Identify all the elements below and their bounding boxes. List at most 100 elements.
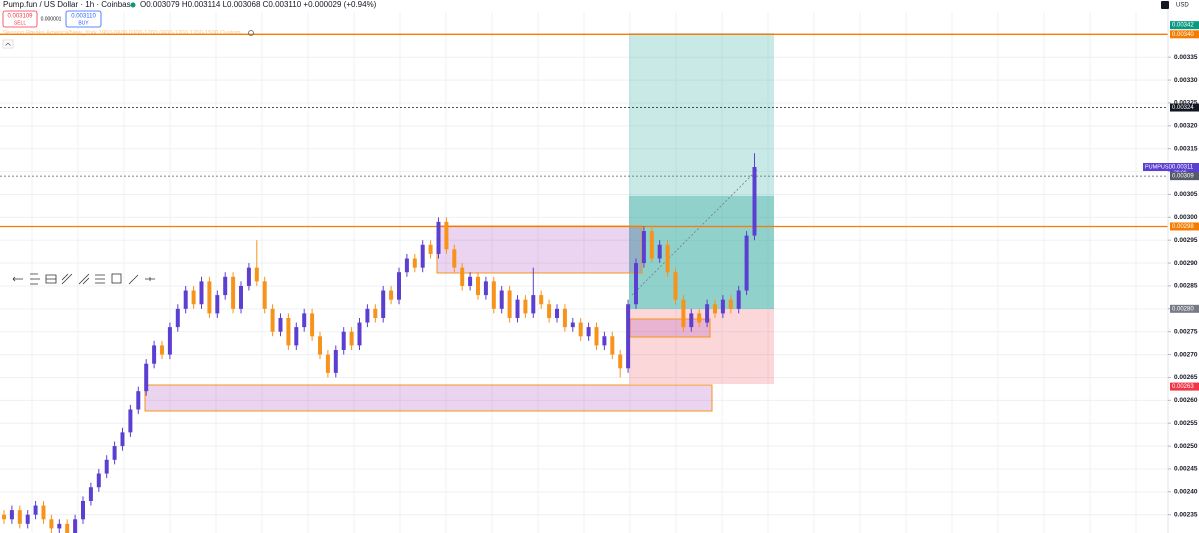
price-badge-label: 0.00324 (1172, 105, 1194, 111)
tool-icon[interactable] (128, 274, 139, 285)
y-tick-label: 0.00335 (1174, 54, 1198, 61)
y-tick-label: 0.00330 (1174, 77, 1198, 84)
candle-body (689, 313, 694, 328)
price-badge-label: 0.00298 (1172, 224, 1194, 230)
long-target-zone (629, 33, 774, 309)
trade-path (631, 169, 758, 296)
candle-body (444, 221, 449, 250)
symbol-badge (1143, 162, 1170, 171)
candle-body (460, 267, 465, 286)
candle-body (207, 281, 212, 314)
candle-body (626, 304, 631, 369)
candle-body (562, 308, 567, 328)
candle-body (96, 473, 101, 488)
candle-body (728, 299, 733, 309)
candle-body (294, 327, 299, 346)
candle-body (586, 327, 591, 337)
price-badge (1170, 172, 1199, 181)
candle-body (744, 235, 749, 291)
tool-icon[interactable] (95, 274, 105, 284)
currency[interactable]: USD (1176, 3, 1189, 9)
price-badge (1170, 30, 1199, 39)
price-badge-label: 0.00311 (1172, 165, 1194, 171)
candle-body (33, 505, 38, 515)
tool-icon[interactable] (78, 273, 90, 285)
y-tick-label: 0.00300 (1174, 214, 1198, 221)
candle-body (594, 327, 599, 346)
candle-body (191, 290, 196, 305)
tool-icon[interactable] (45, 274, 57, 284)
tool-icon[interactable] (12, 276, 23, 282)
tool-icon[interactable] (111, 273, 122, 284)
status-dot (130, 2, 136, 8)
candle-body (167, 327, 172, 355)
lock-button[interactable] (1161, 1, 1169, 9)
buy-label[interactable]: BUY (78, 20, 89, 26)
candle-body (183, 290, 188, 309)
candle-body (302, 313, 307, 328)
y-tick-label: 0.00265 (1174, 374, 1198, 381)
candle-body (144, 363, 149, 392)
candle-body (681, 299, 686, 328)
candle-body (523, 299, 528, 314)
y-tick-label: 0.00255 (1174, 420, 1198, 427)
y-tick-label: 0.00295 (1174, 237, 1198, 244)
collapse-button[interactable] (2, 39, 14, 49)
candle-body (357, 322, 362, 346)
price-grid (0, 56, 1168, 516)
price-axis-bg (1168, 0, 1199, 533)
buy-price[interactable]: 0.003110 (71, 14, 96, 20)
candle-body (713, 304, 717, 314)
y-tick-label: 0.00285 (1174, 283, 1198, 290)
drawing-toolbar (12, 273, 155, 285)
y-tick-label: 0.00315 (1174, 145, 1198, 152)
candle-body (333, 349, 338, 373)
collapse-icon (5, 42, 11, 46)
candle-body (641, 231, 646, 264)
tool-icon[interactable] (30, 273, 40, 285)
y-tick-label: 0.00240 (1174, 489, 1198, 496)
sell-button[interactable] (2, 10, 38, 28)
ohlc: O0.003079 H0.003114 L0.003068 C0.003110 … (140, 0, 377, 9)
candle-body (752, 166, 757, 236)
candle-body (428, 244, 433, 254)
buy-button[interactable] (65, 10, 102, 28)
candle-body (136, 391, 141, 410)
candle-body (231, 276, 236, 309)
demand-zone (144, 384, 713, 412)
sell-label[interactable]: SELL (14, 20, 26, 26)
candle-body (365, 308, 370, 323)
price-badge-label: 0.00340 (1172, 32, 1194, 38)
candle-body (286, 317, 291, 346)
candle-body (634, 263, 638, 305)
candle-body (412, 258, 417, 268)
candle-body (81, 500, 85, 520)
y-tick-label: 0.00260 (1174, 397, 1198, 404)
y-tick-label: 0.00325 (1174, 100, 1198, 107)
candle-body (65, 523, 70, 533)
candle-body (17, 510, 22, 524)
sell-price[interactable]: 0.003109 (7, 14, 33, 20)
candle-body (483, 281, 488, 296)
candle-body (649, 231, 654, 259)
candle-body (112, 446, 117, 460)
y-tick-label: 0.00290 (1174, 260, 1198, 267)
candle-body (381, 290, 386, 318)
candle-body (9, 510, 14, 520)
candle-body (373, 308, 378, 318)
candle-body (152, 345, 157, 364)
candle-body (673, 272, 678, 300)
candle-body (618, 354, 623, 369)
tool-icon[interactable] (61, 273, 73, 285)
candle-body (515, 299, 520, 318)
candle-body (389, 290, 394, 300)
candle-body (507, 290, 512, 318)
candle-body (610, 336, 615, 355)
candle-body (476, 276, 480, 296)
indicator-settings[interactable] (248, 30, 254, 36)
price-badge (1170, 382, 1199, 391)
candle-body (25, 514, 30, 524)
candle-body (49, 519, 54, 529)
tool-icon[interactable] (145, 277, 155, 281)
